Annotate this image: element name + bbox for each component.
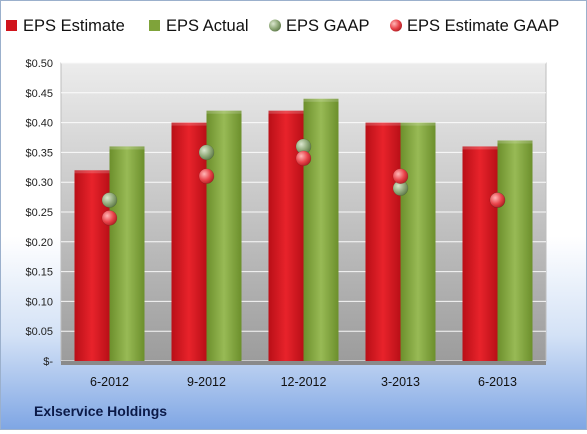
point-eps-estimate-gaap — [101, 210, 118, 226]
bar-eps-actual — [303, 98, 339, 361]
legend-swatch-eps-estimate-gaap — [390, 19, 402, 32]
y-tick-label: $0.20 — [25, 237, 53, 249]
y-tick-label: $0.15 — [25, 267, 53, 279]
legend-label-eps-estimate-gaap: EPS Estimate GAAP — [407, 17, 559, 35]
company-caption: Exlservice Holdings — [34, 403, 168, 419]
x-tick-label: 12-2012 — [281, 375, 327, 389]
y-tick-label: $0.30 — [25, 177, 53, 189]
bar-top-highlight — [303, 98, 339, 102]
plot-area: $- $0.05 $0.10 $0.15 $0.20 $0.25 $0.30 $0.35 $0.… — [25, 58, 547, 389]
point-eps-estimate-gaap — [198, 168, 215, 185]
y-tick-label: $0.35 — [25, 147, 53, 159]
legend-label-eps-gaap: EPS GAAP — [286, 17, 369, 35]
y-tick-label: $0.25 — [25, 207, 53, 219]
y-tick-label: $0.45 — [25, 88, 53, 100]
legend-label-eps-actual: EPS Actual — [166, 17, 249, 35]
x-tick-label: 9-2012 — [187, 375, 226, 389]
legend: EPS Estimate EPS Actual EPS GAAP EPS Estima… — [6, 17, 559, 35]
bar-eps-estimate — [171, 122, 207, 361]
y-tick-label: $0.10 — [25, 296, 53, 308]
point-eps-estimate-gaap — [392, 168, 409, 185]
bar-eps-actual — [400, 122, 436, 361]
bar-top-highlight — [462, 146, 498, 150]
bar-top-highlight — [171, 122, 207, 126]
point-eps-gaap — [198, 144, 215, 161]
bar-top-highlight — [74, 170, 110, 174]
bar-eps-estimate — [462, 146, 498, 361]
bar-top-highlight — [268, 110, 304, 114]
bar-top-highlight — [109, 146, 145, 150]
point-eps-estimate-gaap — [489, 192, 506, 208]
y-tick-label: $0.40 — [25, 118, 53, 130]
legend-swatch-eps-actual — [149, 20, 160, 31]
legend-swatch-eps-estimate — [6, 20, 17, 31]
x-tick-label: 6-2012 — [90, 375, 129, 389]
y-tick-label: $0.50 — [25, 58, 53, 70]
y-tick-label: $- — [43, 356, 53, 368]
bar-eps-actual — [497, 140, 533, 361]
point-eps-estimate-gaap — [295, 150, 312, 167]
legend-swatch-eps-gaap — [269, 19, 281, 32]
bar-top-highlight — [400, 122, 436, 126]
bar-eps-actual — [109, 146, 145, 361]
bar-eps-estimate — [365, 122, 401, 361]
legend-label-eps-estimate: EPS Estimate — [23, 17, 125, 35]
point-eps-gaap — [101, 192, 118, 208]
x-tick-label: 6-2013 — [478, 375, 517, 389]
plot-floor — [61, 361, 546, 365]
bar-top-highlight — [206, 110, 242, 114]
bar-top-highlight — [497, 140, 533, 144]
y-tick-label: $0.05 — [25, 326, 53, 338]
bar-top-highlight — [365, 122, 401, 126]
bar-eps-estimate — [268, 110, 304, 362]
x-tick-label: 3-2013 — [381, 375, 420, 389]
